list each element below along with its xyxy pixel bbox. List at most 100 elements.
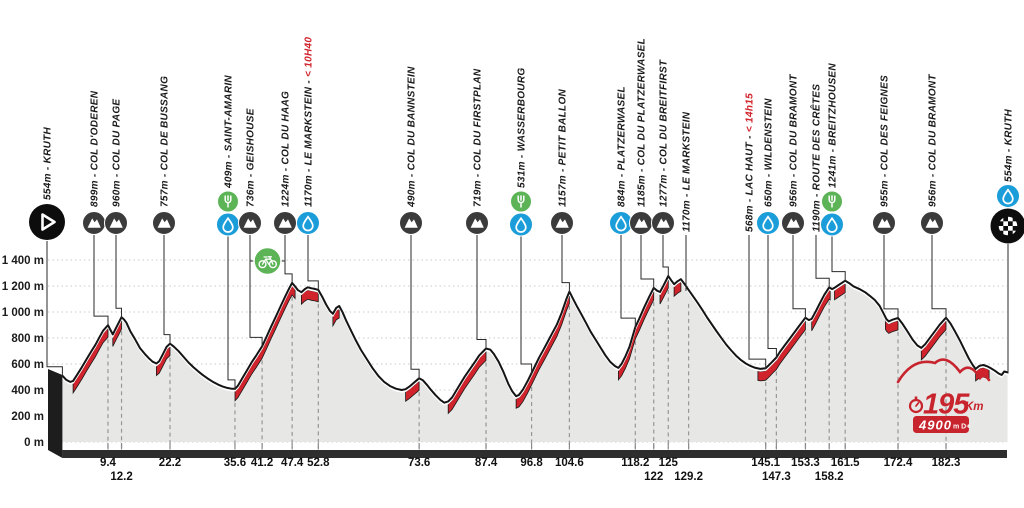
marker-line-col-de-bussang xyxy=(163,235,171,345)
marker-line-le-markstein-1 xyxy=(307,235,319,291)
climb-red-bands xyxy=(72,278,990,415)
badge-distance-unit: Km xyxy=(965,401,984,413)
marker-line-start-kruth xyxy=(46,241,63,377)
marker-wasserbourg-top xyxy=(510,190,532,213)
marker-line-col-du-page xyxy=(115,235,122,319)
marker-petit-ballon xyxy=(550,211,574,235)
x-tick-label: 158.2 xyxy=(815,471,844,483)
marker-col-du-page xyxy=(104,211,128,235)
marker-label-platzerwasel: 884m - PLATZERWASEL xyxy=(617,86,628,207)
marker-saint-amarin-top xyxy=(217,190,239,213)
marker-line-col-d-oderen xyxy=(93,235,109,327)
y-tick-label: 1 200 m xyxy=(2,281,44,293)
badge-mountain-doodle xyxy=(896,358,991,384)
marker-line-col-du-bannstein xyxy=(410,235,420,380)
badge-elevation: 4900 xyxy=(918,418,952,433)
marker-col-des-feignes xyxy=(872,211,896,235)
marker-saint-amarin xyxy=(216,212,240,237)
marker-line-wasserbourg xyxy=(520,236,533,374)
marker-col-d-oderen xyxy=(82,211,106,235)
marker-icons xyxy=(29,184,1024,276)
feed-zone-fork-icon xyxy=(217,190,239,213)
marker-label-col-du-platzerwasel: 1185m - COL DU PLATZERWASEL xyxy=(637,38,648,207)
marker-label-breitzhousen: 1241m - BREITZHOUSEN xyxy=(828,63,839,188)
x-tick-label: 122 xyxy=(644,471,663,483)
marker-breitzhousen-top xyxy=(821,190,843,213)
water-drop-icon xyxy=(296,211,320,235)
water-drop-icon xyxy=(996,184,1020,208)
marker-line-col-du-bramont-1 xyxy=(792,235,806,319)
marker-label-wasserbourg: 531m - WASSERBOURG xyxy=(517,68,528,188)
y-tick-label: 800 m xyxy=(11,333,44,345)
marker-line-col-du-firstplan xyxy=(476,235,487,350)
marker-label-col-du-bramont-1: 956m - COL DU BRAMONT xyxy=(789,74,800,207)
marker-label-finish-kruth: 554m - KRUTH xyxy=(1004,108,1015,182)
y-tick-label: 1 400 m xyxy=(2,255,44,267)
marker-col-du-platzerwasel xyxy=(629,211,653,235)
y-tick-label: 600 m xyxy=(11,359,44,371)
x-tick-label: 12.2 xyxy=(110,471,132,483)
x-tick-label: 125 xyxy=(659,457,679,469)
marker-label-col-d-oderen: 899m - COL D'ODEREN xyxy=(90,90,101,207)
badge-elevation-pill xyxy=(913,416,969,433)
profile-line xyxy=(61,275,1008,404)
x-tick-label: 118.2 xyxy=(621,457,649,469)
y-tick-label: 0 m xyxy=(24,437,44,449)
marker-label-petit-ballon: 1157m - PETIT BALLON xyxy=(558,88,569,207)
km-dashed-lines xyxy=(107,289,947,448)
left-wedge xyxy=(48,369,63,458)
x-tick-label: 147.3 xyxy=(762,471,791,483)
x-tick-label: 153.3 xyxy=(791,457,820,469)
profile-outline xyxy=(61,275,1008,406)
marker-label-start-kruth: 554m - KRUTH xyxy=(43,126,54,200)
feed-zone-fork-icon xyxy=(821,190,843,213)
marker-line-route-des-cretes xyxy=(815,235,830,289)
marker-line-breitzhousen xyxy=(831,236,846,282)
start-icon xyxy=(29,204,65,240)
water-drop-icon xyxy=(509,212,533,237)
marker-label-wildenstein: 650m - WILDENSTEIN xyxy=(764,98,775,207)
marker-label-saint-amarin: 409m - SAINT-AMARIN xyxy=(224,75,235,189)
marker-platzerwasel xyxy=(609,211,633,235)
marker-label-le-markstein-2: 1170m - LE MARKSTEIN xyxy=(682,111,693,232)
x-tick-label: 41.2 xyxy=(251,457,273,469)
marker-le-markstein-1 xyxy=(296,211,320,235)
marker-breitzhousen xyxy=(820,212,844,237)
marker-col-du-bramont-2 xyxy=(920,211,944,235)
marker-label-lac-haut: 568m - LAC HAUT - < 14h15 xyxy=(745,93,756,232)
stopwatch-icon xyxy=(908,398,924,414)
badge-distance: 195 xyxy=(923,389,970,421)
water-drop-icon xyxy=(820,212,844,237)
marker-line-geishouse xyxy=(249,235,263,348)
x-tick-label: 35.6 xyxy=(224,457,246,469)
marker-col-du-bannstein xyxy=(399,211,423,235)
x-tick-label: 104.6 xyxy=(555,457,584,469)
x-tick-label: 145.1 xyxy=(751,457,780,469)
marker-line-col-du-breitfirst xyxy=(662,235,669,277)
y-tick-label: 1 000 m xyxy=(2,307,44,319)
marker-wasserbourg xyxy=(509,212,533,237)
marker-line-col-du-platzerwasel xyxy=(640,235,655,289)
marker-start-kruth xyxy=(29,204,65,240)
x-tick-label: 129.2 xyxy=(674,471,703,483)
marker-line-lac-haut xyxy=(748,235,767,370)
x-tick-label: 87.4 xyxy=(475,457,498,469)
marker-wildenstein xyxy=(756,211,780,235)
marker-label-col-des-feignes: 955m - COL DES FEIGNES xyxy=(880,75,891,207)
marker-label-col-du-bramont-2: 956m - COL DU BRAMONT xyxy=(928,74,939,207)
x-tick-label: 96.8 xyxy=(520,457,543,469)
feed-zone-fork-icon xyxy=(510,190,532,213)
x-tick-label: 182.3 xyxy=(932,457,961,469)
x-tick-label: 47.4 xyxy=(281,457,304,469)
marker-label-route-des-cretes: 1190m - ROUTE DES CRÊTES xyxy=(810,84,823,232)
marker-label-geishouse: 736m - GEISHOUSE xyxy=(246,108,257,207)
marker-label-col-de-bussang: 757m - COL DE BUSSANG xyxy=(160,76,171,207)
marker-line-saint-amarin xyxy=(227,236,236,390)
y-tick-label: 400 m xyxy=(11,385,44,397)
badge-elevation-unit: m D+ xyxy=(953,424,970,431)
x-tick-label: 161.5 xyxy=(831,457,860,469)
base-frame xyxy=(48,369,1007,458)
axes-text: 0 m 200 m 400 m 600 m 800 m 1 000 m 1 200 m 1 4… xyxy=(2,255,961,483)
